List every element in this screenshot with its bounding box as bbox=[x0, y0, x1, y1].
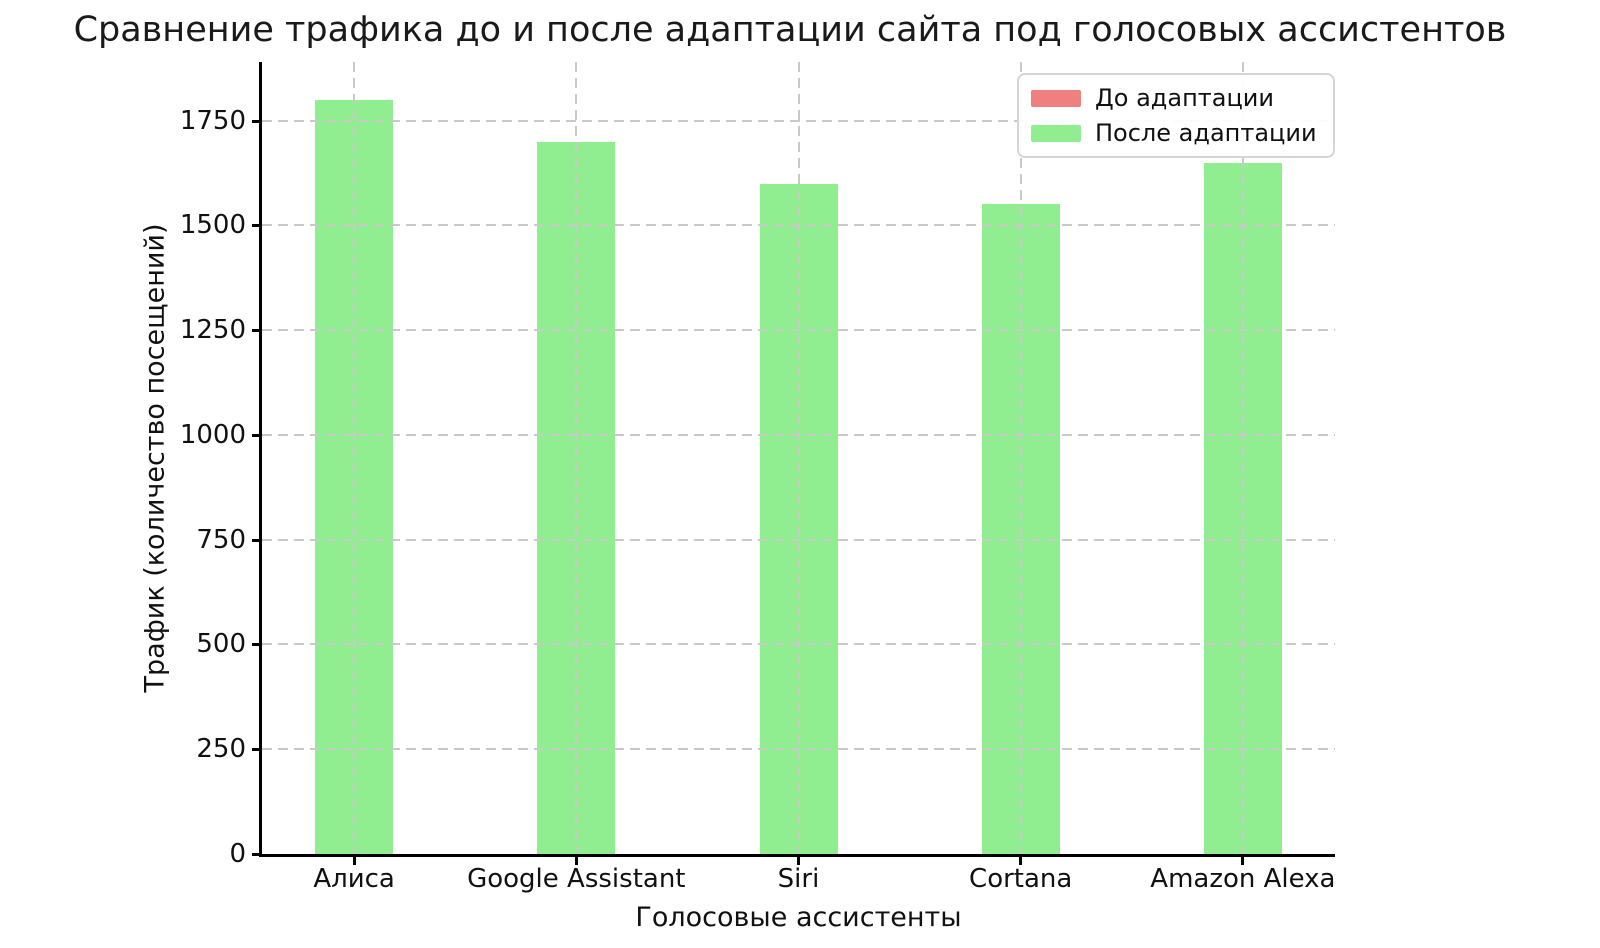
y-tick-mark bbox=[252, 119, 262, 123]
bar-Siri bbox=[759, 183, 838, 854]
y-tick-label: 500 bbox=[196, 629, 246, 660]
x-tick-mark bbox=[1241, 856, 1245, 865]
y-tick-label: 750 bbox=[196, 524, 246, 555]
y-tick-mark bbox=[252, 643, 262, 647]
x-axis-spine bbox=[259, 854, 1335, 857]
chart-title: Сравнение трафика до и после адаптации с… bbox=[73, 10, 1507, 50]
bar-Алиса bbox=[315, 99, 394, 854]
legend-item: До адаптации bbox=[1031, 84, 1317, 112]
y-tick-label: 1250 bbox=[179, 315, 246, 346]
y-tick-label: 1000 bbox=[179, 419, 246, 450]
bar-Google Assistant bbox=[537, 141, 616, 854]
legend-label: После адаптации bbox=[1095, 119, 1317, 147]
bar-Amazon Alexa bbox=[1203, 162, 1282, 854]
bars-layer bbox=[262, 62, 1335, 854]
y-tick-mark bbox=[252, 433, 262, 437]
plot-area bbox=[262, 62, 1335, 854]
legend-item: После адаптации bbox=[1031, 119, 1317, 147]
x-tick-label: Алиса bbox=[313, 864, 395, 894]
x-tick-label: Google Assistant bbox=[467, 864, 686, 894]
y-tick-label: 1750 bbox=[179, 105, 246, 136]
y-tick-mark bbox=[252, 538, 262, 542]
x-tick-mark bbox=[352, 856, 356, 865]
y-tick-label: 1500 bbox=[179, 210, 246, 241]
y-tick-mark bbox=[252, 748, 262, 752]
y-tick-mark bbox=[252, 853, 262, 856]
x-tick-label: Amazon Alexa bbox=[1150, 864, 1336, 894]
legend-swatch bbox=[1031, 124, 1081, 142]
bar-Cortana bbox=[981, 204, 1060, 854]
y-axis-spine bbox=[259, 62, 262, 857]
x-tick-label: Siri bbox=[777, 864, 820, 894]
legend-label: До адаптации bbox=[1095, 84, 1274, 112]
y-tick-label: 250 bbox=[196, 734, 246, 765]
legend-swatch bbox=[1031, 89, 1081, 107]
y-tick-mark bbox=[252, 224, 262, 228]
y-tick-label: 0 bbox=[229, 839, 246, 869]
x-tick-mark bbox=[1019, 856, 1023, 865]
y-axis-label: Трафик (количество посещений) bbox=[139, 223, 171, 693]
y-tick-mark bbox=[252, 329, 262, 333]
x-tick-label: Cortana bbox=[969, 864, 1073, 894]
x-axis-label: Голосовые ассистенты bbox=[635, 902, 962, 933]
x-tick-mark bbox=[574, 856, 578, 865]
x-tick-mark bbox=[797, 856, 800, 865]
legend: До адаптации После адаптации bbox=[1017, 73, 1335, 158]
